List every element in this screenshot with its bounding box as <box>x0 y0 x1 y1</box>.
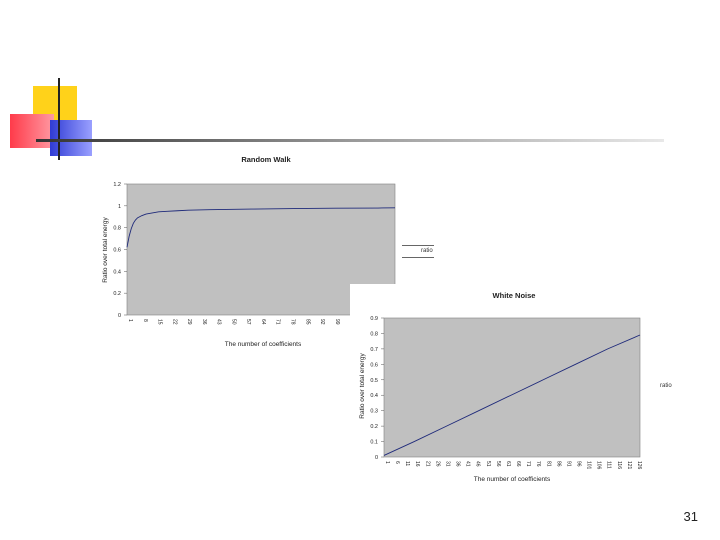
y-tick-label: 0.3 <box>370 409 378 415</box>
x-tick-label: 56 <box>495 461 501 467</box>
x-tick-label: 66 <box>515 461 521 467</box>
y-tick-label: 0.4 <box>113 269 121 275</box>
x-axis-label: The number of coefficients <box>474 476 551 483</box>
series-line <box>126 207 396 248</box>
y-tick-label: 0.6 <box>370 362 378 368</box>
x-tick-label: 36 <box>201 319 207 325</box>
x-tick-label: 8 <box>142 319 148 322</box>
y-tick-label: 0.1 <box>370 440 378 446</box>
x-tick-label: 16 <box>414 461 420 467</box>
x-tick-label: 116 <box>616 461 622 469</box>
y-tick-label: 0.2 <box>370 424 378 430</box>
x-tick-label: 15 <box>157 319 163 325</box>
x-tick-label: 22 <box>171 319 177 325</box>
x-tick-label: 6 <box>394 461 400 464</box>
y-tick-label: 1.2 <box>113 182 121 188</box>
plot-area <box>383 317 641 458</box>
y-tick-label: 0.5 <box>370 378 378 384</box>
y-tick-label: 0.8 <box>370 331 378 337</box>
x-tick-label: 36 <box>455 461 461 467</box>
series-line <box>383 334 641 456</box>
chart-title: Random Walk <box>241 155 291 164</box>
y-tick-label: 0.9 <box>370 316 378 322</box>
x-tick-label: 61 <box>505 461 511 467</box>
x-tick-label: 46 <box>475 461 481 467</box>
x-tick-label: 57 <box>245 319 251 325</box>
x-tick-label: 85 <box>304 319 310 325</box>
logo-blue-square <box>50 120 92 156</box>
x-tick-label: 92 <box>319 319 325 325</box>
x-tick-label: 96 <box>575 461 581 467</box>
x-tick-label: 26 <box>434 461 440 467</box>
white-noise-chart: White Noise 0 0.1 0.2 0.3 0.4 0.5 0.6 0.7 0.8 0.9… <box>359 291 642 483</box>
x-tick-label: 121 <box>626 461 632 470</box>
x-tick-label: 101 <box>586 461 592 470</box>
legend-line <box>402 245 434 246</box>
x-tick-label: 1 <box>127 319 133 322</box>
x-tick-label: 71 <box>525 461 531 467</box>
y-tick-label: 0.7 <box>370 347 378 353</box>
logo-red-square <box>10 114 54 148</box>
x-tick-label: 111 <box>606 461 612 469</box>
y-tick-label: 0.8 <box>113 226 121 232</box>
x-tick-label: 86 <box>555 461 561 467</box>
x-tick-label: 41 <box>465 461 471 467</box>
x-tick-label: 99 <box>334 319 340 325</box>
x-tick-label: 71 <box>275 319 281 325</box>
x-axis-label: The number of coefficients <box>225 341 302 348</box>
legend: ratio <box>660 383 672 389</box>
x-tick-label: 106 <box>596 461 602 470</box>
x-tick-label: 11 <box>404 461 410 466</box>
x-tick-label: 31 <box>444 461 450 467</box>
y-axis-label: Ratio over total energy <box>359 353 366 419</box>
y-tick-label: 0 <box>375 455 378 461</box>
page-number: 31 <box>683 509 698 524</box>
y-axis-label: Ratio over total energy <box>102 217 109 283</box>
legend: ratio <box>402 243 438 259</box>
x-tick-label: 51 <box>485 461 491 467</box>
y-tick-label: 0 <box>118 313 121 319</box>
x-tick-label: 91 <box>565 461 571 467</box>
y-tick-label: 0.6 <box>113 248 121 254</box>
x-tick-label: 76 <box>535 461 541 467</box>
x-tick-label: 43 <box>216 319 222 325</box>
y-tick-label: 1 <box>118 204 121 210</box>
x-tick-label: 50 <box>230 319 236 325</box>
x-tick-label: 81 <box>545 461 551 467</box>
title-underline <box>36 139 664 142</box>
y-tick-label: 0.2 <box>113 291 121 297</box>
y-tick-label: 0.4 <box>370 393 378 399</box>
x-tick-label: 1 <box>384 461 390 464</box>
x-tick-label: 29 <box>186 319 192 325</box>
legend-label: ratio <box>660 383 672 389</box>
x-tick-label: 126 <box>636 461 642 470</box>
legend-line <box>402 257 434 258</box>
logo-vertical-line <box>58 78 60 160</box>
legend-label: ratio <box>421 248 433 254</box>
x-tick-label: 64 <box>260 319 266 325</box>
x-tick-label: 21 <box>424 461 430 467</box>
x-tick-label: 78 <box>289 319 295 325</box>
chart-title: White Noise <box>493 291 536 300</box>
